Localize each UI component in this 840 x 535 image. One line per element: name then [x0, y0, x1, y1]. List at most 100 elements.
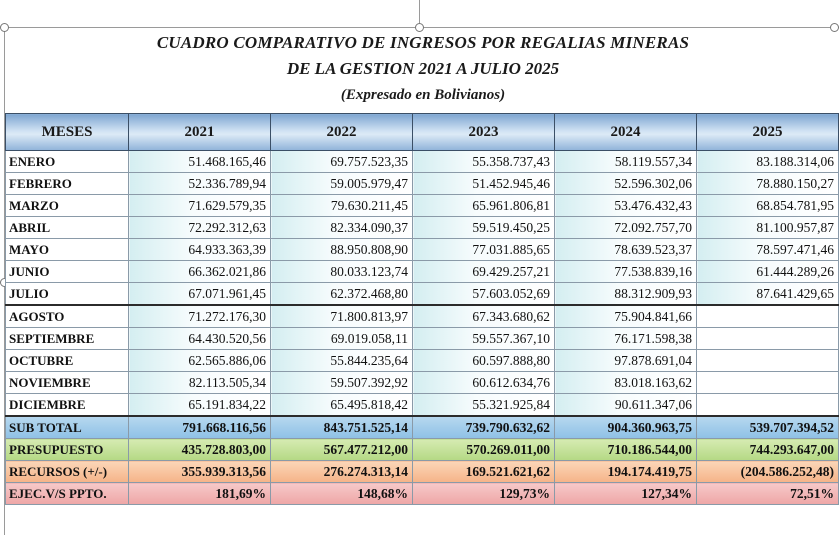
table-row: AGOSTO 71.272.176,30 71.800.813,97 67.343.6…: [5, 304, 839, 328]
revenue-table: MESES 2021 2022 2023 2024 2025 ENERO 51.4…: [5, 113, 839, 505]
resize-handle-top-right[interactable]: [830, 23, 839, 32]
value-cell: [696, 349, 839, 372]
resize-handle-top-center[interactable]: [415, 23, 424, 32]
subtotal-row: SUB TOTAL 791.668.116,56 843.751.525,14 739…: [5, 415, 839, 439]
value-cell: 76.171.598,38: [554, 327, 697, 350]
table-row: SEPTIEMBRE 64.430.520,56 69.019.058,11 59.5…: [5, 327, 839, 350]
value-cell: 82.113.505,34: [128, 371, 271, 394]
value-cell: 78.639.523,37: [554, 238, 697, 261]
table-row: MAYO 64.933.363,39 88.950.808,90 77.031.885…: [5, 238, 839, 261]
value-cell: 88.950.808,90: [270, 238, 413, 261]
summary-value: 791.668.116,56: [128, 415, 271, 439]
table-row: ENERO 51.468.165,46 69.757.523,35 55.358.73…: [5, 150, 839, 173]
value-cell: 80.033.123,74: [270, 260, 413, 283]
budget-row: PRESUPUESTO 435.728.803,00 567.477.212,00 5…: [5, 438, 839, 461]
value-cell: 59.005.979,47: [270, 172, 413, 195]
summary-value: 570.269.011,00: [412, 438, 555, 461]
value-cell: 67.071.961,45: [128, 282, 271, 306]
value-cell: 58.119.557,34: [554, 150, 697, 173]
value-cell: 75.904.841,66: [554, 304, 697, 328]
summary-value: 169.521.621,62: [412, 460, 555, 483]
summary-value: 148,68%: [270, 482, 413, 505]
month-cell: NOVIEMBRE: [5, 371, 129, 394]
value-cell: 67.343.680,62: [412, 304, 555, 328]
value-cell: 55.358.737,43: [412, 150, 555, 173]
value-cell: 78.880.150,27: [696, 172, 839, 195]
value-cell: 69.429.257,21: [412, 260, 555, 283]
value-cell: 65.191.834,22: [128, 393, 271, 417]
value-cell: 51.468.165,46: [128, 150, 271, 173]
table-row: ABRIL 72.292.312,63 82.334.090,37 59.519.45…: [5, 216, 839, 239]
value-cell: [696, 371, 839, 394]
value-cell: 60.612.634,76: [412, 371, 555, 394]
summary-value: 435.728.803,00: [128, 438, 271, 461]
value-cell: 88.312.909,93: [554, 282, 697, 306]
value-cell: 65.961.806,81: [412, 194, 555, 217]
summary-value: 843.751.525,14: [270, 415, 413, 439]
value-cell: 68.854.781,95: [696, 194, 839, 217]
value-cell: 81.100.957,87: [696, 216, 839, 239]
value-cell: [696, 327, 839, 350]
value-cell: 57.603.052,69: [412, 282, 555, 306]
summary-value: 567.477.212,00: [270, 438, 413, 461]
value-cell: 71.272.176,30: [128, 304, 271, 328]
summary-value: 744.293.647,00: [696, 438, 839, 461]
table-subtitle: DE LA GESTION 2021 A JULIO 2025: [286, 59, 560, 78]
value-cell: 59.557.367,10: [412, 327, 555, 350]
value-cell: 55.321.925,84: [412, 393, 555, 417]
resources-row: RECURSOS (+/-) 355.939.313,56 276.274.313,…: [5, 460, 839, 483]
table-title: CUADRO COMPARATIVO DE INGRESOS POR REGAL…: [156, 33, 690, 52]
month-cell: JUNIO: [5, 260, 129, 283]
value-cell: 65.495.818,42: [270, 393, 413, 417]
month-cell: ENERO: [5, 150, 129, 173]
summary-label: SUB TOTAL: [5, 415, 129, 439]
value-cell: 69.019.058,11: [270, 327, 413, 350]
value-cell: 55.844.235,64: [270, 349, 413, 372]
table-row: NOVIEMBRE 82.113.505,34 59.507.392,92 60.61…: [5, 371, 839, 394]
value-cell: 52.336.789,94: [128, 172, 271, 195]
summary-value: 127,34%: [554, 482, 697, 505]
month-cell: FEBRERO: [5, 172, 129, 195]
value-cell: 78.597.471,46: [696, 238, 839, 261]
month-cell: JULIO: [5, 282, 129, 306]
value-cell: 64.933.363,39: [128, 238, 271, 261]
value-cell: 66.362.021,86: [128, 260, 271, 283]
table-row: JUNIO 66.362.021,86 80.033.123,74 69.429.25…: [5, 260, 839, 283]
resize-handle-top-left[interactable]: [0, 23, 9, 32]
month-cell: ABRIL: [5, 216, 129, 239]
table-row: MARZO 71.629.579,35 79.630.211,45 65.961.80…: [5, 194, 839, 217]
summary-label: RECURSOS (+/-): [5, 460, 129, 483]
value-cell: 87.641.429,65: [696, 282, 839, 306]
value-cell: [696, 393, 839, 417]
execution-row: EJEC.V/S PPTO. 181,69% 148,68% 129,73% 127,3…: [5, 482, 839, 505]
month-cell: MARZO: [5, 194, 129, 217]
value-cell: 52.596.302,06: [554, 172, 697, 195]
summary-value: 72,51%: [696, 482, 839, 505]
month-cell: SEPTIEMBRE: [5, 327, 129, 350]
value-cell: 77.538.839,16: [554, 260, 697, 283]
value-cell: 59.507.392,92: [270, 371, 413, 394]
summary-label: EJEC.V/S PPTO.: [5, 482, 129, 505]
value-cell: 62.565.886,06: [128, 349, 271, 372]
header-cell: 2023: [412, 113, 555, 151]
value-cell: [696, 304, 839, 328]
value-cell: 69.757.523,35: [270, 150, 413, 173]
table-row: DICIEMBRE 65.191.834,22 65.495.818,42 55.32…: [5, 393, 839, 417]
value-cell: 62.372.468,80: [270, 282, 413, 306]
summary-value: 355.939.313,56: [128, 460, 271, 483]
value-cell: 60.597.888,80: [412, 349, 555, 372]
month-cell: DICIEMBRE: [5, 393, 129, 417]
value-cell: 61.444.289,26: [696, 260, 839, 283]
header-cell: 2021: [128, 113, 271, 151]
value-cell: 82.334.090,37: [270, 216, 413, 239]
summary-value: 276.274.313,14: [270, 460, 413, 483]
summary-value: 710.186.544,00: [554, 438, 697, 461]
value-cell: 59.519.450,25: [412, 216, 555, 239]
header-cell: 2024: [554, 113, 697, 151]
value-cell: 51.452.945,46: [412, 172, 555, 195]
value-cell: 71.800.813,97: [270, 304, 413, 328]
table-row: JULIO 67.071.961,45 62.372.468,80 57.603.05…: [5, 282, 839, 306]
month-cell: MAYO: [5, 238, 129, 261]
summary-label: PRESUPUESTO: [5, 438, 129, 461]
value-cell: 72.092.757,70: [554, 216, 697, 239]
